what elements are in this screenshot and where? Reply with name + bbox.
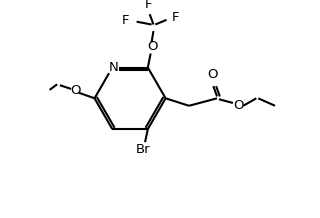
- Text: O: O: [233, 99, 244, 112]
- Text: F: F: [122, 14, 129, 27]
- Text: F: F: [145, 0, 153, 11]
- Text: O: O: [147, 41, 158, 53]
- Text: N: N: [108, 61, 118, 74]
- Text: O: O: [71, 84, 81, 97]
- Text: Br: Br: [136, 143, 150, 156]
- Text: F: F: [172, 12, 180, 24]
- Text: O: O: [207, 68, 218, 81]
